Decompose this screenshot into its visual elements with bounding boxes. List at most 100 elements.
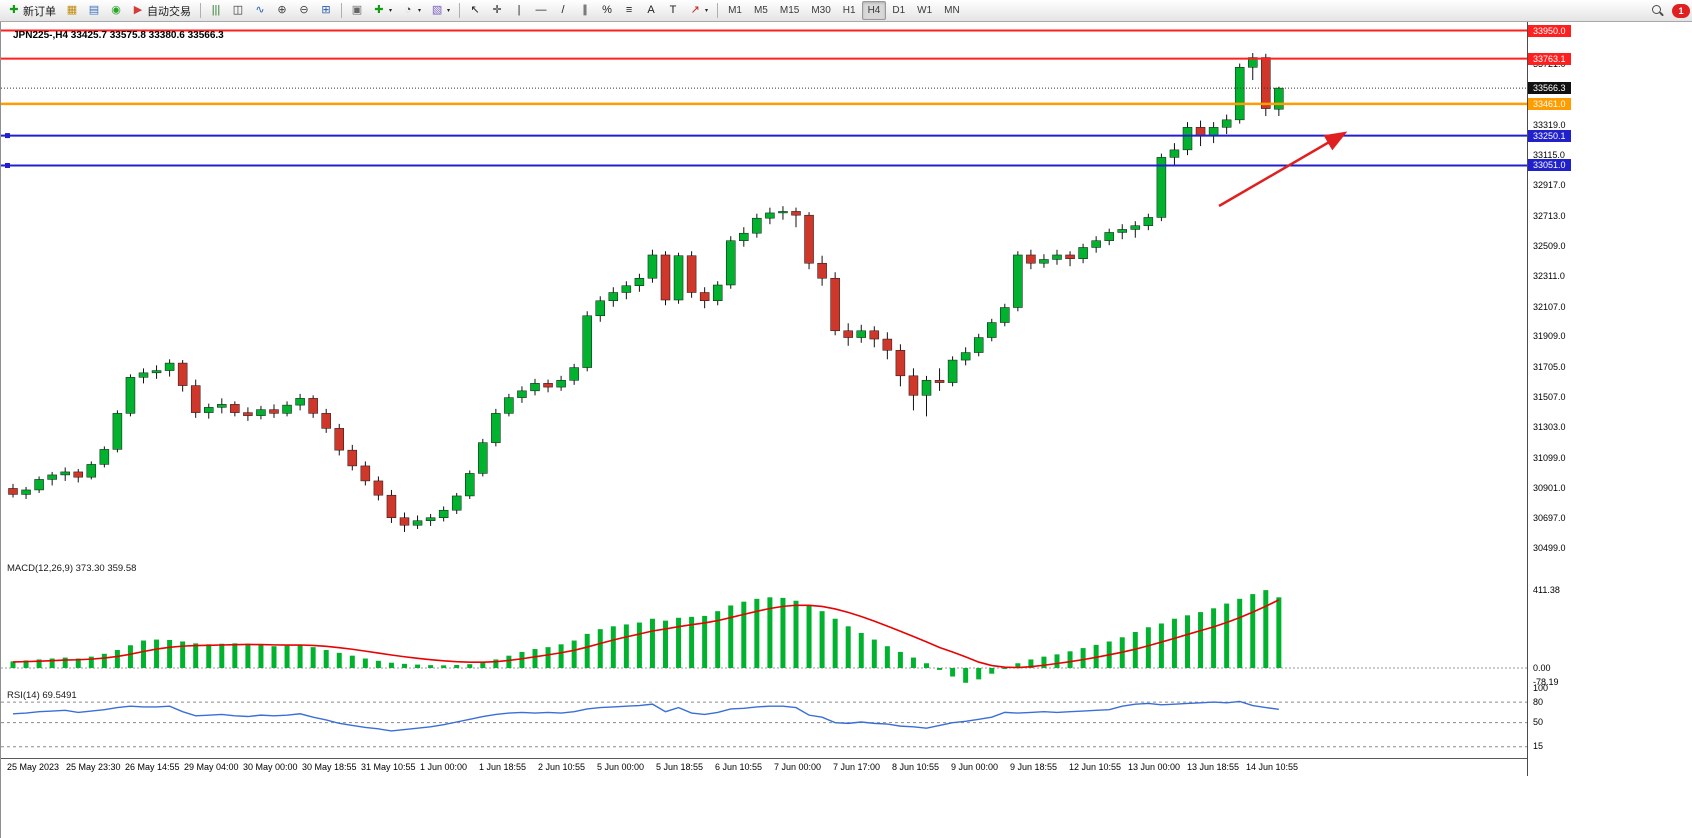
candlestick-series[interactable] [8, 53, 1284, 532]
time-label: 13 Jun 18:55 [1187, 762, 1240, 772]
macd-bar [193, 643, 199, 668]
candle-down [269, 409, 279, 414]
candle-up [595, 300, 605, 317]
macd-bar [1002, 668, 1008, 669]
price-tick: 31507.0 [1533, 391, 1566, 402]
candle-down [230, 404, 240, 413]
crosshair-tool-button[interactable]: ✛ [487, 1, 507, 20]
candle-down [308, 398, 318, 414]
candle-down [791, 211, 801, 216]
refresh-button[interactable]: ◉ [106, 1, 126, 20]
macd-bar [441, 665, 447, 668]
macd-bar [545, 647, 551, 668]
time-label: 1 Jun 18:55 [479, 762, 527, 772]
channel-tool-button[interactable]: ∥ [575, 1, 595, 20]
timeframe-h1-button[interactable]: H1 [842, 5, 856, 16]
candle-down [817, 262, 827, 279]
candle-up [739, 232, 749, 241]
horizontal-lines[interactable] [1, 29, 1527, 168]
zoom-out-button[interactable]: ⊖ [294, 1, 314, 20]
time-label: 6 Jun 10:55 [715, 762, 763, 772]
macd-bar [702, 615, 708, 668]
timeframe-m1-button[interactable]: M1 [728, 5, 742, 16]
macd-bar [232, 643, 238, 668]
chart-bars-mode-icon: ||| [211, 4, 221, 16]
candle-down [373, 480, 384, 496]
notification-badge[interactable]: 1 [1672, 3, 1690, 18]
price-axis[interactable]: 33721.033319.033115.032917.032713.032509… [1527, 22, 1692, 776]
zoom-out-icon: ⊖ [299, 4, 309, 16]
macd-bar [871, 639, 877, 668]
macd-bar [754, 598, 760, 668]
timeframe-mn-button[interactable]: MN [944, 5, 960, 16]
templates-button[interactable]: ▧ ▾ [427, 1, 454, 20]
timeframe-m30-button[interactable]: M30 [811, 5, 831, 16]
candle-up [973, 337, 984, 353]
macd-bar [506, 655, 512, 668]
macd-panel[interactable]: MACD(12,26,9) 373.30 359.58 [1, 560, 1527, 688]
candle-down [882, 338, 893, 351]
periods-button[interactable]: ◔ ▾ [398, 1, 425, 20]
autotrading-button[interactable]: ▶ 自动交易 [128, 1, 195, 20]
print-preview-button[interactable]: ▤ [84, 1, 104, 20]
price-tick: 33115.0 [1533, 150, 1565, 161]
trendline-tool-button[interactable]: / [553, 1, 573, 20]
shapes-tool-button[interactable]: ≡ [619, 1, 639, 20]
price-tick: 31099.0 [1533, 453, 1566, 464]
new-chart-icon: ▦ [66, 4, 78, 16]
timeframe-h4-button[interactable]: H4 [861, 1, 887, 20]
time-label: 30 May 18:55 [302, 762, 357, 772]
price-tick: 30499.0 [1533, 543, 1566, 554]
candle-up [987, 322, 997, 338]
cursor-tool-button[interactable]: ↖ [465, 1, 485, 20]
candle-up [465, 473, 475, 497]
text-tool-button[interactable]: A [641, 1, 661, 20]
rsi-panel[interactable]: RSI(14) 69.5491 [1, 687, 1527, 759]
macd-bar [728, 605, 734, 668]
main-chart-svg[interactable] [1, 23, 1527, 559]
candle-up [1169, 149, 1180, 158]
macd-bar [806, 605, 812, 668]
timeframe-w1-button[interactable]: W1 [917, 5, 933, 16]
time-label: 13 Jun 00:00 [1128, 762, 1181, 772]
new-chart-button[interactable]: ▦ [62, 1, 82, 20]
main-chart-panel[interactable]: JPN225-,H4 33425.7 33575.8 33380.6 33566… [1, 23, 1527, 561]
trend-arrow-annotation[interactable] [1218, 131, 1348, 208]
macd-bar [1250, 594, 1256, 668]
new-order-button[interactable]: ✚ 新订单 [4, 1, 60, 20]
chart-candles-mode-button[interactable]: ◫ [228, 1, 248, 20]
macd-bar [206, 644, 212, 668]
timeframe-m15-button[interactable]: M15 [779, 5, 800, 16]
macd-bar [976, 668, 982, 680]
time-axis[interactable]: 25 May 2023 25 May 23:30 26 May 14:55 29 Ma… [1, 759, 1527, 775]
macd-bar [950, 668, 956, 677]
auto-arrange-button[interactable]: ▣ [347, 1, 367, 20]
dropdown-caret-icon: ▾ [705, 8, 709, 14]
search-icon[interactable] [1651, 4, 1664, 17]
arrows-tool-button[interactable]: ↗ ▾ [685, 1, 712, 20]
fibonacci-tool-button[interactable]: % [597, 1, 617, 20]
timeframe-m5-button[interactable]: M5 [753, 5, 768, 16]
chart-line-mode-button[interactable]: ∿ [250, 1, 270, 20]
indicators-button[interactable]: ✚ ▾ [369, 1, 396, 20]
vline-tool-button[interactable]: | [509, 1, 529, 20]
macd-bar [1185, 615, 1190, 668]
chart-bars-mode-button[interactable]: ||| [206, 1, 226, 20]
fibonacci-tool-icon: % [602, 4, 612, 16]
toolbar-separator [717, 3, 719, 18]
hline-tool-button[interactable]: — [531, 1, 551, 20]
time-label: 31 May 10:55 [361, 762, 416, 772]
zoom-in-button[interactable]: ⊕ [272, 1, 292, 20]
label-tool-button[interactable]: T [663, 1, 683, 20]
macd-bar [910, 657, 916, 668]
macd-bar [375, 660, 381, 668]
candle-down [8, 488, 18, 495]
templates-icon: ▧ [431, 4, 443, 16]
macd-bar [127, 645, 133, 668]
timeframe-d1-button[interactable]: D1 [892, 5, 906, 16]
price-tag-33461.0: 33461.0 [1528, 97, 1571, 110]
candle-up [947, 359, 958, 383]
macd-bar [767, 597, 773, 668]
tile-windows-button[interactable]: ⊞ [316, 1, 336, 20]
candle-up [621, 285, 632, 293]
